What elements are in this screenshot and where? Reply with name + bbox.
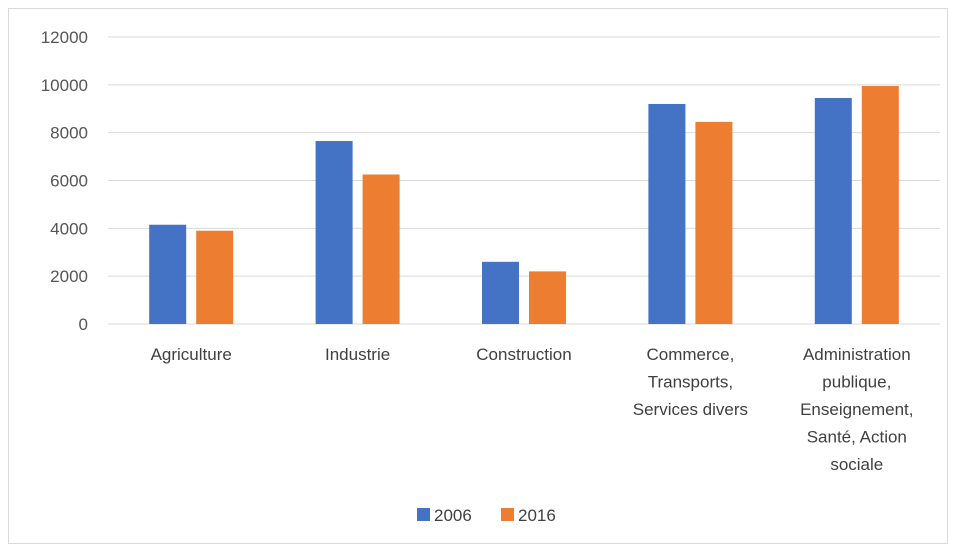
bar-2006-1 <box>315 141 353 324</box>
x-category-label-line: Administration <box>803 345 911 364</box>
bar-2006-2 <box>482 261 519 324</box>
x-category-label-line: publique, <box>822 373 891 392</box>
legend-label: 2016 <box>518 506 556 525</box>
bar-2006-0 <box>149 224 187 324</box>
x-category-label-line: Transports, <box>648 373 733 392</box>
bar-2016-0 <box>196 230 234 324</box>
x-category-label-line: Santé, Action <box>807 428 907 447</box>
x-category-label: Commerce, Transports, Services divers <box>633 345 748 419</box>
y-tick-label: 0 <box>79 315 88 334</box>
x-category-label-line: Construction <box>476 345 571 364</box>
x-category-label: Construction <box>476 345 571 364</box>
x-category-label-line: Commerce, <box>646 345 734 364</box>
y-axis-ticks: 0 2000 4000 6000 8000 10000 12000 <box>41 28 88 334</box>
bar-2016-2 <box>529 271 566 324</box>
bar-2006-3 <box>648 103 686 324</box>
y-tick-label: 12000 <box>41 28 88 47</box>
legend-swatch-2016 <box>501 508 514 521</box>
x-category-label: Industrie <box>325 345 390 364</box>
bar-2006-4 <box>814 97 852 324</box>
legend: 2006 2016 <box>417 506 556 525</box>
bar-2016-3 <box>695 121 733 324</box>
y-tick-label: 4000 <box>50 219 88 238</box>
x-category-label-line: sociale <box>830 455 883 474</box>
x-category-label-line: Industrie <box>325 345 390 364</box>
x-category-label-line: Enseignement, <box>800 400 913 419</box>
bars <box>149 86 899 324</box>
gridlines <box>108 36 940 325</box>
bar-2016-4 <box>861 86 899 324</box>
y-tick-label: 2000 <box>50 267 88 286</box>
legend-swatch-2006 <box>417 508 430 521</box>
x-category-label-line: Agriculture <box>151 345 232 364</box>
x-category-label: Agriculture <box>151 345 232 364</box>
x-category-label: Administration publique, Enseignement, Sant… <box>800 345 913 474</box>
y-tick-label: 6000 <box>50 172 88 191</box>
y-tick-label: 10000 <box>41 76 88 95</box>
x-category-label-line: Services divers <box>633 400 748 419</box>
bar-2016-1 <box>362 174 400 324</box>
x-axis-labels: Agriculture Industrie Construction Commerce… <box>151 345 914 474</box>
legend-label: 2006 <box>434 506 472 525</box>
y-tick-label: 8000 <box>50 124 88 143</box>
